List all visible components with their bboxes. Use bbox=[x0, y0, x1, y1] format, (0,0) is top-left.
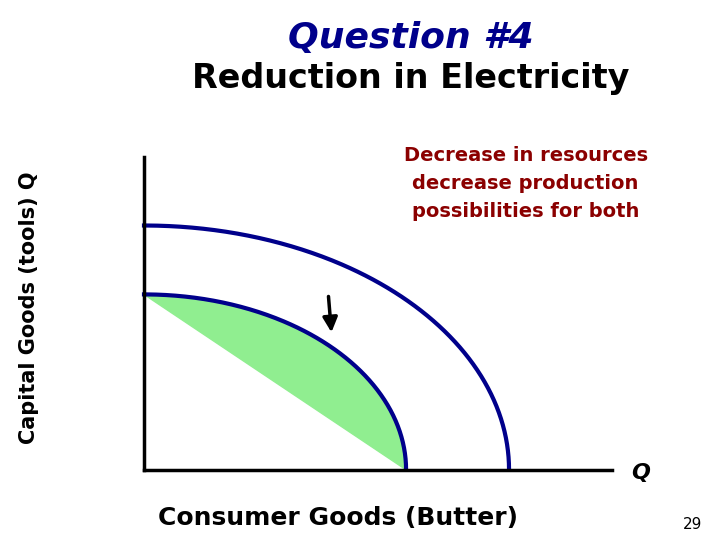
Polygon shape bbox=[144, 294, 406, 470]
Text: Decrease in resources
decrease production
possibilities for both: Decrease in resources decrease productio… bbox=[403, 146, 648, 221]
Text: Question #4: Question #4 bbox=[287, 21, 534, 55]
Text: Capital Goods (tools) Q: Capital Goods (tools) Q bbox=[19, 172, 39, 444]
Text: Q: Q bbox=[631, 462, 650, 483]
Text: 29: 29 bbox=[683, 517, 702, 532]
Text: Consumer Goods (Butter): Consumer Goods (Butter) bbox=[158, 507, 518, 530]
Text: Reduction in Electricity: Reduction in Electricity bbox=[192, 62, 629, 95]
